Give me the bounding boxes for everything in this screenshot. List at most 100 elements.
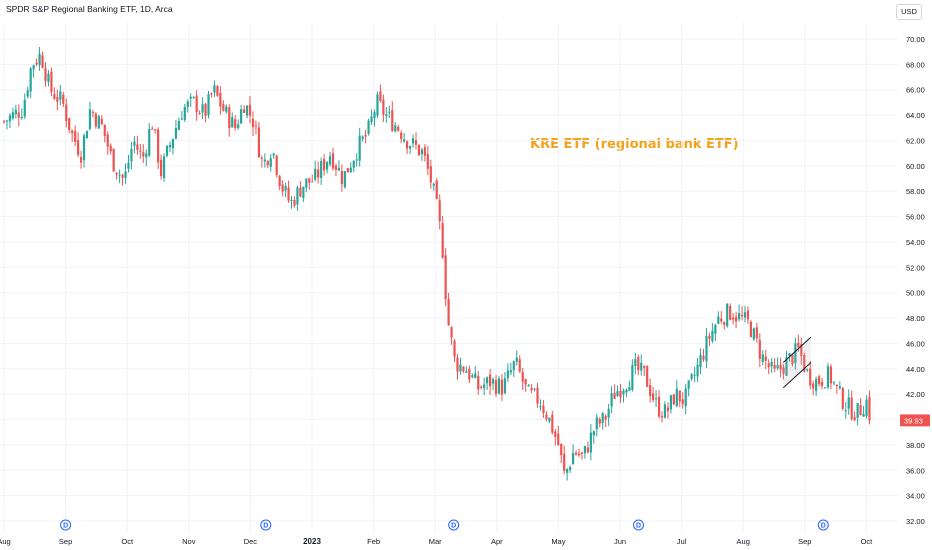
candle-body bbox=[521, 371, 524, 382]
time-tick-label: Sep bbox=[798, 537, 811, 546]
candle-body bbox=[88, 109, 92, 129]
candle-body bbox=[631, 365, 634, 390]
candle-body bbox=[462, 366, 465, 372]
candle-body bbox=[530, 388, 533, 391]
candle-body bbox=[174, 128, 178, 139]
candle-body bbox=[14, 109, 17, 115]
candle-body bbox=[26, 90, 29, 97]
candle-body bbox=[702, 355, 705, 360]
candle-body bbox=[213, 85, 216, 93]
dividend-marker-label: D bbox=[821, 523, 826, 530]
candle-body bbox=[240, 109, 243, 124]
candle-body bbox=[47, 73, 50, 82]
candle-body bbox=[616, 391, 619, 397]
candle-body bbox=[281, 184, 284, 192]
candle-body bbox=[518, 359, 521, 372]
candle-body bbox=[112, 148, 115, 172]
candle-body bbox=[76, 140, 80, 155]
candle-body bbox=[349, 167, 352, 172]
time-tick-label: 2023 bbox=[303, 537, 321, 546]
price-tick-label: 50.00 bbox=[906, 289, 925, 298]
candle-body bbox=[687, 380, 690, 389]
candle-body bbox=[278, 175, 281, 187]
candle-body bbox=[491, 379, 495, 384]
time-tick-label: Sep bbox=[59, 537, 72, 546]
candle-body bbox=[287, 187, 290, 201]
candle-body bbox=[657, 396, 661, 417]
candle-body bbox=[480, 386, 483, 388]
candle-body bbox=[94, 113, 97, 127]
candle-body bbox=[859, 405, 862, 415]
candle-body bbox=[376, 94, 379, 116]
candle-body bbox=[598, 419, 601, 424]
candle-body bbox=[500, 379, 504, 395]
candle-body bbox=[832, 382, 836, 384]
candle-body bbox=[583, 445, 587, 454]
dividend-marker-icon bbox=[448, 519, 460, 531]
candle-body bbox=[847, 397, 850, 409]
candle-body bbox=[284, 185, 287, 191]
candle-body bbox=[192, 96, 195, 98]
last-price-label: 39.93 bbox=[904, 416, 923, 425]
price-tick-label: 46.00 bbox=[906, 339, 925, 348]
candle-body bbox=[100, 118, 103, 125]
dividend-marker-label: D bbox=[263, 523, 268, 530]
candle-body bbox=[580, 452, 584, 454]
candle-body bbox=[145, 153, 148, 158]
candle-body bbox=[204, 103, 207, 116]
candle-body bbox=[640, 362, 643, 371]
candle-body bbox=[106, 134, 109, 147]
candle-body bbox=[394, 125, 397, 132]
candle-body bbox=[325, 161, 329, 170]
candle-body bbox=[198, 113, 201, 115]
candle-body bbox=[139, 150, 142, 152]
candle-body bbox=[853, 417, 856, 421]
candles-layer bbox=[2, 46, 871, 481]
candle-body bbox=[714, 325, 717, 334]
channel-fill bbox=[783, 337, 811, 388]
candle-body bbox=[865, 399, 868, 417]
candle-body bbox=[373, 112, 376, 119]
candle-body bbox=[225, 106, 228, 112]
candle-body bbox=[388, 111, 391, 113]
candle-body bbox=[773, 365, 776, 369]
candle-body bbox=[815, 378, 818, 391]
candle-body bbox=[38, 53, 41, 65]
candle-body bbox=[403, 139, 406, 142]
candle-body bbox=[260, 158, 263, 160]
candle-body bbox=[743, 312, 747, 318]
candle-body bbox=[5, 120, 9, 122]
candle-body bbox=[595, 417, 598, 430]
candle-body bbox=[414, 140, 418, 145]
dividend-marker-label: D bbox=[451, 523, 456, 530]
candle-body bbox=[459, 364, 462, 372]
candle-body bbox=[474, 373, 477, 378]
last-price-badge bbox=[900, 414, 930, 427]
candle-body bbox=[109, 145, 112, 152]
candle-body bbox=[483, 384, 486, 389]
candle-body bbox=[337, 167, 341, 171]
candle-body bbox=[820, 381, 824, 386]
candle-body bbox=[643, 365, 646, 368]
candle-body bbox=[352, 160, 355, 168]
candle-body bbox=[219, 92, 222, 107]
candle-body bbox=[293, 199, 296, 206]
dividend-marker-label: D bbox=[636, 523, 641, 530]
dividend-marker-icon bbox=[817, 519, 829, 531]
price-tick-label: 42.00 bbox=[906, 390, 925, 399]
candle-body bbox=[364, 134, 367, 137]
candle-body bbox=[809, 368, 812, 386]
currency-selector[interactable]: USD bbox=[896, 4, 922, 20]
candle-body bbox=[684, 388, 687, 407]
candle-body bbox=[468, 368, 471, 380]
candle-body bbox=[290, 199, 293, 202]
candle-body bbox=[776, 365, 779, 369]
candle-body bbox=[435, 180, 438, 199]
candle-body bbox=[2, 121, 6, 123]
candle-body bbox=[571, 452, 575, 465]
candle-body bbox=[515, 357, 518, 362]
candle-body bbox=[201, 104, 204, 113]
candle-body bbox=[417, 144, 421, 156]
candle-body bbox=[207, 93, 210, 116]
